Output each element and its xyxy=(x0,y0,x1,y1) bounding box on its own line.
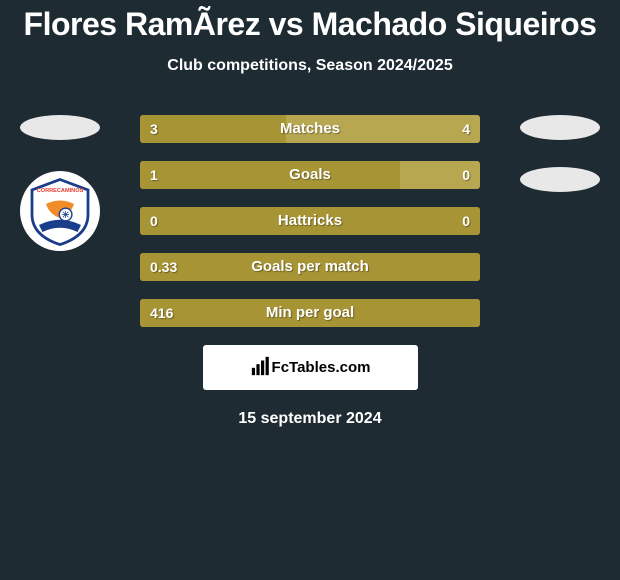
stat-value-left: 0.33 xyxy=(150,253,177,281)
chart-bars-icon xyxy=(250,355,272,381)
attribution-badge: FcTables.com xyxy=(203,345,418,390)
stat-row: Goals per match0.33 xyxy=(140,253,480,281)
page-title: Flores RamÃ­rez vs Machado Siqueiros xyxy=(0,0,620,43)
player-left-avatar xyxy=(20,115,100,140)
player-right-avatar xyxy=(520,115,600,140)
stat-value-left: 416 xyxy=(150,299,173,327)
stats-area: CORRECAMINOS Matches34Goals10Hattricks00… xyxy=(0,115,620,327)
stat-value-right: 4 xyxy=(462,115,470,143)
stat-row: Hattricks0 0 xyxy=(140,207,480,235)
stat-label: Goals per match xyxy=(140,253,480,281)
stat-value-left: 3 xyxy=(150,115,158,143)
stat-row: Matches3 4 xyxy=(140,115,480,143)
stat-label: Min per goal xyxy=(140,299,480,327)
comparison-card: Flores RamÃ­rez vs Machado Siqueiros Clu… xyxy=(0,0,620,580)
stat-value-left: 1 xyxy=(150,161,158,189)
team-badge-icon: CORRECAMINOS xyxy=(20,171,100,251)
stat-value-right: 0 xyxy=(462,161,470,189)
stat-label: Goals xyxy=(140,161,480,189)
stat-label: Hattricks xyxy=(140,207,480,235)
subtitle: Club competitions, Season 2024/2025 xyxy=(0,57,620,75)
attribution-text: FcTables.com xyxy=(272,359,371,376)
player-right-avatar-2 xyxy=(520,167,600,192)
svg-text:CORRECAMINOS: CORRECAMINOS xyxy=(37,188,84,194)
stat-row: Goals1 0 xyxy=(140,161,480,189)
stat-value-left: 0 xyxy=(150,207,158,235)
date-line: 15 september 2024 xyxy=(0,410,620,428)
stat-bars: Matches34Goals10Hattricks00Goals per mat… xyxy=(140,115,480,327)
stat-row: Min per goal416 xyxy=(140,299,480,327)
stat-value-right: 0 xyxy=(462,207,470,235)
stat-label: Matches xyxy=(140,115,480,143)
